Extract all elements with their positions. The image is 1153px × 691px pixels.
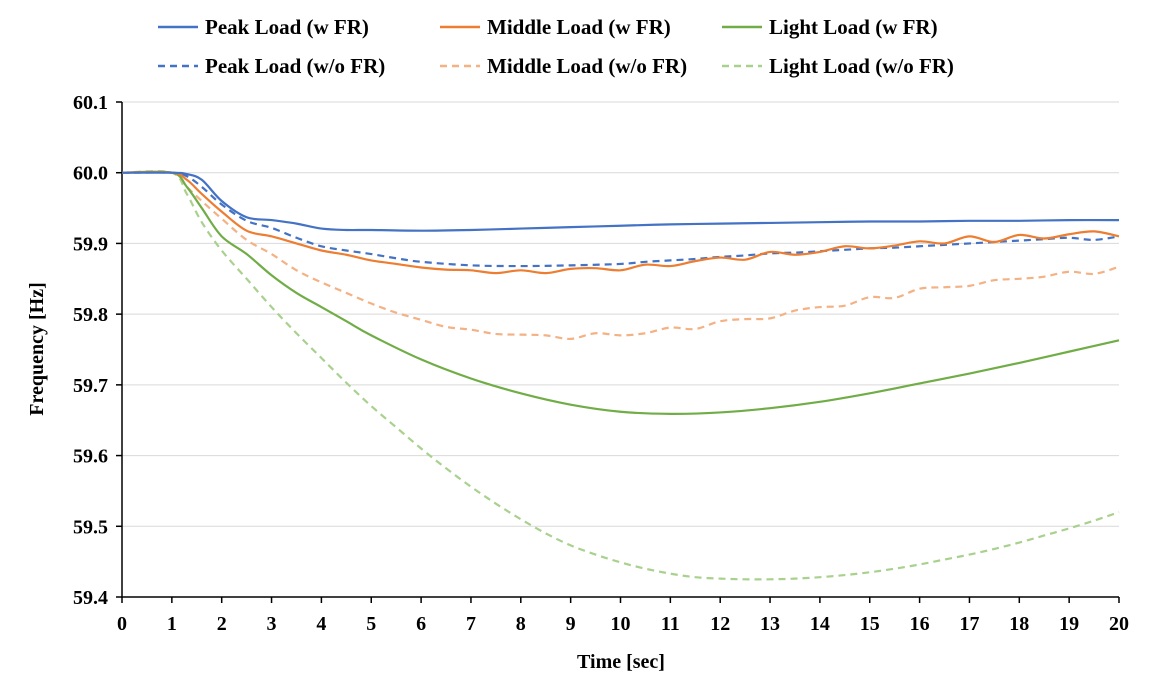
x-tick-label: 18 [1009, 613, 1029, 635]
x-tick-label: 3 [267, 613, 277, 635]
x-axis-ticks: 0 1 2 3 4 5 6 7 8 9 10 11 12 13 14 15 16 17 18 19 20 [117, 597, 1129, 635]
x-tick-label: 15 [860, 613, 880, 635]
x-tick-label: 16 [910, 613, 930, 635]
x-tick-label: 9 [566, 613, 576, 635]
x-tick-label: 4 [316, 613, 326, 635]
x-tick-label: 19 [1059, 613, 1079, 635]
x-tick-label: 5 [366, 613, 376, 635]
y-tick-label: 60.0 [73, 163, 108, 185]
gridlines [122, 101, 1119, 527]
y-axis-title: Frequency [Hz] [26, 282, 48, 416]
x-tick-label: 17 [959, 613, 979, 635]
y-tick-label: 59.7 [73, 375, 108, 397]
series-line-peak-load-w-fr [121, 171, 1120, 232]
x-tick-label: 12 [710, 613, 730, 635]
legend: Peak Load (w FR) Middle Load (w FR) Light … [158, 15, 954, 78]
y-tick-label: 59.6 [73, 446, 108, 468]
x-tick-label: 2 [217, 613, 227, 635]
x-tick-label: 1 [167, 613, 177, 635]
x-tick-label: 0 [117, 613, 127, 635]
y-axis-ticks: 59.4 59.5 59.6 59.7 59.8 59.9 60.0 60.1 [73, 92, 122, 609]
x-tick-label: 20 [1109, 613, 1129, 635]
legend-label: Middle Load (w/o FR) [487, 54, 687, 78]
x-tick-label: 13 [760, 613, 780, 635]
x-axis-title: Time [sec] [577, 651, 665, 673]
x-tick-label: 10 [611, 613, 631, 635]
y-tick-label: 59.4 [73, 587, 108, 609]
series-line-middle-load-w-o-fr [121, 170, 1120, 340]
series-line-light-load-w-fr [121, 170, 1120, 415]
axes [121, 102, 1119, 598]
legend-label: Light Load (w FR) [769, 15, 938, 39]
y-tick-label: 59.9 [73, 233, 108, 255]
legend-label: Middle Load (w FR) [487, 15, 671, 39]
legend-label: Peak Load (w FR) [205, 15, 369, 39]
y-tick-label: 60.1 [73, 92, 108, 114]
series-line-middle-load-w-fr [121, 171, 1120, 275]
legend-label: Light Load (w/o FR) [769, 54, 954, 78]
x-tick-label: 7 [466, 613, 476, 635]
x-tick-label: 14 [810, 613, 830, 635]
y-tick-label: 59.5 [73, 516, 108, 538]
series-line-peak-load-w-o-fr [121, 171, 1120, 268]
x-tick-label: 11 [661, 613, 680, 635]
x-tick-label: 6 [416, 613, 426, 635]
series-lines [121, 170, 1120, 581]
y-tick-label: 59.8 [73, 304, 108, 326]
x-tick-label: 8 [516, 613, 526, 635]
series-line-light-load-w-o-fr [121, 170, 1120, 581]
legend-label: Peak Load (w/o FR) [205, 54, 385, 78]
